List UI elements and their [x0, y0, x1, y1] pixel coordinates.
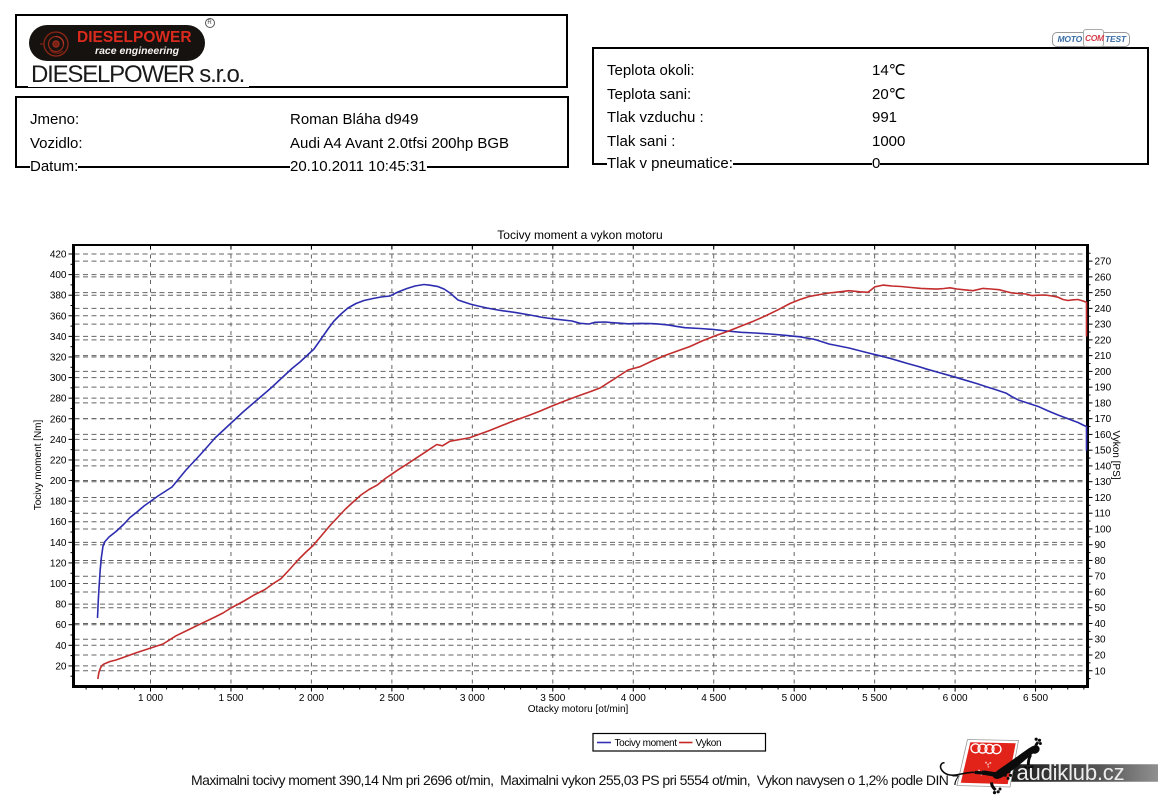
svg-text:210: 210 [1095, 351, 1112, 362]
svg-text:200: 200 [50, 476, 67, 487]
svg-text:300: 300 [50, 373, 67, 384]
svg-text:40: 40 [1095, 619, 1107, 630]
svg-text:3 500: 3 500 [540, 693, 565, 704]
svg-text:1 000: 1 000 [138, 693, 163, 704]
svg-text:140: 140 [1095, 461, 1112, 472]
svg-text:190: 190 [1095, 383, 1112, 394]
svg-text:320: 320 [50, 352, 67, 363]
svg-text:50: 50 [1095, 603, 1107, 614]
svg-text:180: 180 [50, 497, 67, 508]
svg-text:90: 90 [1095, 540, 1107, 551]
svg-text:280: 280 [50, 394, 67, 405]
svg-text:220: 220 [50, 455, 67, 466]
svg-text:4 500: 4 500 [701, 693, 726, 704]
svg-text:80: 80 [55, 600, 67, 611]
svg-text:40: 40 [55, 641, 67, 652]
svg-text:170: 170 [1095, 414, 1112, 425]
svg-text:Vykon: Vykon [696, 738, 722, 749]
svg-text:60: 60 [55, 620, 67, 631]
svg-text:Tocivy moment: Tocivy moment [615, 738, 678, 749]
svg-text:240: 240 [50, 435, 67, 446]
svg-text:70: 70 [1095, 572, 1107, 583]
svg-text:120: 120 [1095, 493, 1112, 504]
svg-text:2 000: 2 000 [299, 693, 324, 704]
svg-text:100: 100 [50, 579, 67, 590]
svg-text:80: 80 [1095, 556, 1107, 567]
svg-text:140: 140 [50, 538, 67, 549]
svg-text:250: 250 [1095, 288, 1112, 299]
svg-text:150: 150 [1095, 446, 1112, 457]
svg-text:110: 110 [1095, 509, 1111, 520]
svg-text:6 500: 6 500 [1023, 693, 1048, 704]
svg-text:1 500: 1 500 [218, 693, 243, 704]
svg-text:100: 100 [1095, 524, 1112, 535]
svg-text:2 500: 2 500 [379, 693, 404, 704]
svg-text:Vykon [PS]: Vykon [PS] [1110, 430, 1121, 479]
svg-text:130: 130 [1095, 477, 1112, 488]
svg-text:Tocivy moment a vykon motoru: Tocivy moment a vykon motoru [497, 228, 662, 242]
svg-text:120: 120 [50, 558, 67, 569]
svg-text:Tocivy moment [Nm]: Tocivy moment [Nm] [33, 419, 44, 510]
svg-text:4 000: 4 000 [621, 693, 646, 704]
svg-text:420: 420 [50, 250, 67, 261]
svg-text:180: 180 [1095, 398, 1112, 409]
svg-text:260: 260 [1095, 272, 1112, 283]
svg-text:60: 60 [1095, 587, 1107, 598]
svg-text:10: 10 [1095, 666, 1107, 677]
svg-text:200: 200 [1095, 367, 1112, 378]
svg-text:3 000: 3 000 [460, 693, 485, 704]
svg-text:360: 360 [50, 311, 67, 322]
svg-text:220: 220 [1095, 335, 1112, 346]
svg-text:audiklub.cz: audiklub.cz [1017, 760, 1125, 785]
svg-text:Otacky motoru [ot/min]: Otacky motoru [ot/min] [528, 704, 629, 715]
svg-text:6 000: 6 000 [943, 693, 968, 704]
svg-text:160: 160 [1095, 430, 1112, 441]
svg-text:270: 270 [1095, 257, 1112, 268]
svg-text:400: 400 [50, 270, 67, 281]
svg-text:20: 20 [55, 661, 67, 672]
svg-text:5 000: 5 000 [782, 693, 807, 704]
svg-text:260: 260 [50, 414, 67, 425]
svg-text:30: 30 [1095, 635, 1107, 646]
svg-text:240: 240 [1095, 304, 1112, 315]
svg-text:340: 340 [50, 332, 67, 343]
svg-text:380: 380 [50, 291, 67, 302]
svg-text:230: 230 [1095, 320, 1112, 331]
svg-text:5 500: 5 500 [862, 693, 887, 704]
svg-text:20: 20 [1095, 650, 1107, 661]
svg-text:160: 160 [50, 517, 67, 528]
